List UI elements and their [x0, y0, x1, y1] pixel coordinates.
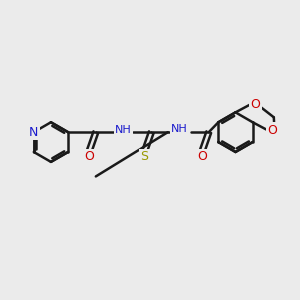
Text: O: O — [268, 124, 278, 137]
Text: O: O — [197, 150, 207, 164]
Text: O: O — [250, 98, 260, 111]
Text: NH: NH — [171, 124, 188, 134]
Text: N: N — [29, 126, 38, 139]
Text: S: S — [140, 150, 148, 164]
Text: O: O — [84, 150, 94, 164]
Text: NH: NH — [115, 125, 132, 135]
